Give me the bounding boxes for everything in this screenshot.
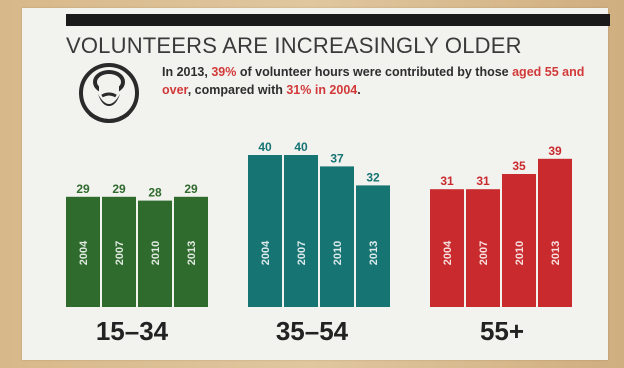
page-title: VOLUNTEERS ARE INCREASINGLY OLDER	[66, 33, 522, 58]
bar-15-34-2010	[138, 200, 172, 307]
bar-35-54-2004	[248, 155, 282, 307]
bar-55plus-2007	[466, 189, 500, 307]
year-label-55plus-2010: 2010	[514, 241, 526, 265]
value-label-55plus-2004: 31	[440, 174, 454, 188]
bar-15-34-2013	[174, 196, 208, 307]
note-highlight-39: 39%	[211, 65, 237, 79]
value-label-55plus-2007: 31	[476, 174, 490, 188]
value-label-15-34-2013: 29	[184, 182, 198, 196]
year-label-55plus-2007: 2007	[478, 241, 490, 265]
bar-55plus-2010	[502, 174, 536, 307]
bar-55plus-2004	[430, 189, 464, 307]
year-label-55plus-2004: 2004	[442, 240, 454, 265]
year-label-15-34-2013: 2013	[186, 241, 198, 265]
year-label-15-34-2004: 2004	[78, 240, 90, 265]
group-label-55-plus: 55+	[479, 316, 525, 346]
year-label-55plus-2013: 2013	[550, 241, 562, 265]
header-bar	[66, 14, 610, 26]
year-label-15-34-2007: 2007	[114, 241, 126, 265]
note-highlight-2004: 31% in 2004	[286, 83, 358, 97]
bar-35-54-2013	[356, 185, 390, 307]
value-label-15-34-2007: 29	[112, 182, 126, 196]
note-text-3: , compared with	[187, 83, 287, 97]
note-text-1: In 2013,	[162, 65, 212, 79]
note-text-4: .	[357, 83, 361, 97]
summary-note: In 2013, 39% of volunteer hours were con…	[162, 63, 602, 99]
bar-35-54-2010	[320, 166, 354, 307]
value-label-35-54-2010: 37	[330, 151, 344, 165]
value-label-55plus-2010: 35	[512, 159, 526, 173]
value-label-15-34-2010: 28	[148, 186, 162, 200]
bar-15-34-2004	[66, 196, 100, 307]
bar-55plus-2013	[538, 158, 572, 307]
year-label-35-54-2013: 2013	[368, 241, 380, 265]
year-label-35-54-2007: 2007	[296, 241, 308, 265]
value-label-35-54-2004: 40	[258, 140, 272, 154]
note-text-2: of volunteer hours were contributed by t…	[236, 65, 513, 79]
note-highlight-age: aged 55 and over	[162, 65, 585, 97]
year-label-35-54-2010: 2010	[332, 241, 344, 265]
bar-35-54-2007	[284, 155, 318, 307]
value-label-55plus-2013: 39	[548, 144, 562, 158]
bar-15-34-2007	[102, 196, 136, 307]
value-label-15-34-2004: 29	[76, 182, 90, 196]
group-label-15-34: 15–34	[95, 316, 169, 346]
year-label-35-54-2004: 2004	[260, 240, 272, 265]
group-label-35-54: 35–54	[275, 316, 349, 346]
value-label-35-54-2013: 32	[366, 170, 380, 184]
year-label-15-34-2010: 2010	[150, 241, 162, 265]
value-label-35-54-2007: 40	[294, 140, 308, 154]
older-person-icon	[79, 63, 139, 123]
